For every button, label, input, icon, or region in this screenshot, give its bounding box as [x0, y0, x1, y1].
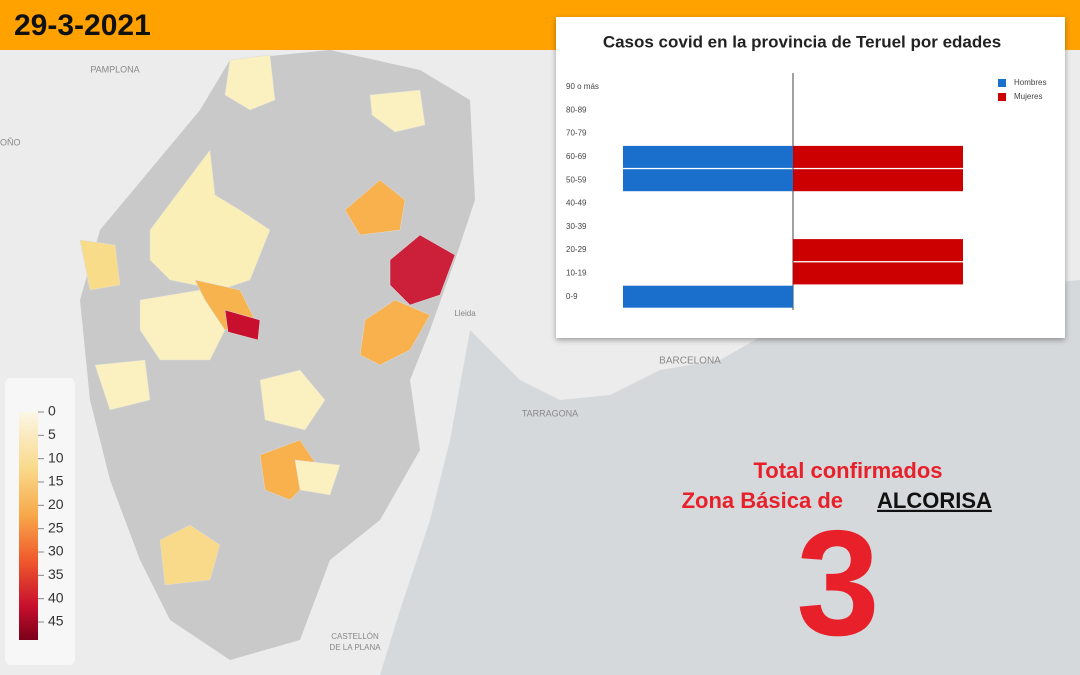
category-label: 50-59 — [566, 175, 587, 184]
legend-tick-label: 15 — [48, 473, 64, 489]
place-label: BARCELONA — [659, 356, 721, 367]
legend-swatch — [998, 93, 1006, 101]
chart-title: Casos covid en la provincia de Teruel po… — [603, 32, 1001, 51]
legend-label: Mujeres — [1014, 92, 1042, 101]
legend-tick-label: 30 — [48, 543, 64, 559]
legend-tick-label: 25 — [48, 519, 64, 535]
chart: 90 o más 80-89 70-79 60-69 50-59 40-49 30-39 20… — [566, 73, 1046, 310]
sea — [380, 280, 1080, 675]
legend-ticks: 0 5 10 15 20 25 30 35 40 45 — [38, 403, 64, 629]
bar — [623, 169, 793, 192]
place-label: PAMPLONA — [90, 64, 139, 74]
category-label: 70-79 — [566, 129, 587, 138]
place-label: TARRAGONA — [522, 408, 578, 418]
category-label: 30-39 — [566, 222, 587, 231]
legend-tick-label: 10 — [48, 449, 64, 465]
place-label: CASTELLÓN — [331, 632, 379, 641]
bar — [623, 145, 793, 168]
place-label: Lleida — [454, 309, 476, 318]
color-scale — [19, 412, 38, 640]
legend-tick-label: 45 — [48, 613, 64, 629]
legend-tick-label: 20 — [48, 496, 64, 512]
zone-prefix: Zona Básica de — [682, 488, 843, 513]
category-label: 60-69 — [566, 152, 587, 161]
map-zones — [79, 54, 456, 586]
legend-label: Hombres — [1014, 78, 1046, 87]
legend-swatch — [998, 79, 1006, 87]
category-label: 20-29 — [566, 245, 587, 254]
category-label: 80-89 — [566, 105, 587, 114]
zone-name: ALCORISA — [877, 488, 992, 513]
bar — [793, 262, 963, 285]
place-label: OÑO — [0, 137, 21, 147]
category-label: 40-49 — [566, 199, 587, 208]
total-value: 3 — [796, 499, 879, 667]
bar — [793, 169, 963, 192]
bar — [623, 285, 793, 308]
bar — [793, 145, 963, 168]
bar — [793, 239, 963, 262]
category-label: 90 o más — [566, 82, 599, 91]
legend-tick-label: 5 — [48, 426, 56, 442]
legend-tick-label: 40 — [48, 589, 64, 605]
legend-tick-label: 35 — [48, 566, 64, 582]
date: 29-3-2021 — [14, 9, 151, 42]
category-label: 10-19 — [566, 269, 587, 278]
category-label: 0-9 — [566, 292, 578, 301]
place-label: DE LA PLANA — [329, 643, 381, 652]
total-title: Total confirmados — [753, 458, 942, 483]
legend-tick-label: 0 — [48, 403, 56, 419]
